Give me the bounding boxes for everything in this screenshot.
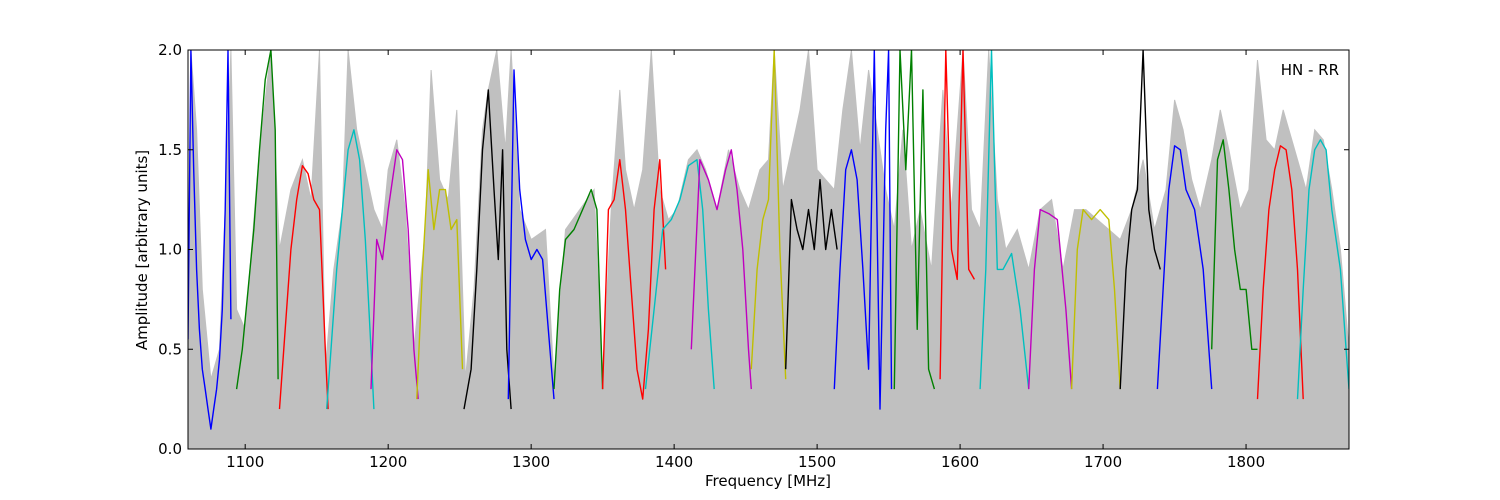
plot-lines [188, 50, 1349, 449]
series-line-6 [416, 169, 464, 400]
x-tick-label: 1400 [655, 453, 693, 471]
series-line-5 [370, 149, 419, 400]
series-line-13 [750, 50, 787, 380]
series-line-16 [893, 50, 936, 390]
series-line-1 [188, 50, 232, 430]
series-line-7 [463, 89, 512, 410]
series-line-8 [507, 69, 555, 400]
x-axis-title: Frequency [MHz] [705, 472, 831, 490]
x-tick-label: 1600 [941, 453, 979, 471]
series-line-20 [1070, 208, 1121, 390]
series-line-18 [979, 50, 1030, 390]
x-tick-label: 1200 [369, 453, 407, 471]
series-line-24 [1256, 145, 1304, 400]
series-line-2 [235, 50, 279, 390]
y-tick-label: 1.0 [158, 241, 182, 259]
series-line-10 [601, 159, 667, 400]
y-axis: 0.0 0.5 1.0 1.5 2.0 [158, 41, 1349, 458]
y-tick-label: 0.5 [158, 340, 182, 358]
series-line-25 [1296, 139, 1349, 400]
series-line-9 [553, 188, 604, 390]
x-tick-label: 1700 [1084, 453, 1122, 471]
y-axis-title: Amplitude [arbitrary units] [133, 150, 151, 350]
x-tick-label: 1500 [798, 453, 836, 471]
series-line-15 [833, 50, 893, 410]
y-tick-label: 0.0 [158, 440, 182, 458]
series-line-22 [1156, 145, 1213, 390]
chart-annotation: HN - RR [1281, 61, 1339, 79]
series-line-3 [278, 165, 329, 410]
background-envelope [188, 50, 1349, 449]
series-line-21 [1119, 50, 1161, 390]
series-line-11 [644, 159, 715, 390]
series-line-19 [1028, 208, 1073, 390]
series-line-23 [1211, 139, 1258, 350]
x-tick-label: 1100 [226, 453, 264, 471]
y-tick-label: 2.0 [158, 41, 182, 59]
x-tick-label: 1300 [512, 453, 550, 471]
series-line-14 [785, 179, 838, 370]
y-tick-label: 1.5 [158, 141, 182, 159]
series-line-17 [939, 50, 976, 380]
x-tick-label: 1800 [1227, 453, 1265, 471]
series-line-12 [690, 149, 752, 390]
x-axis: 1100 1200 1300 1400 1500 1600 1700 1800 [226, 50, 1265, 471]
series-line-4 [326, 129, 375, 410]
